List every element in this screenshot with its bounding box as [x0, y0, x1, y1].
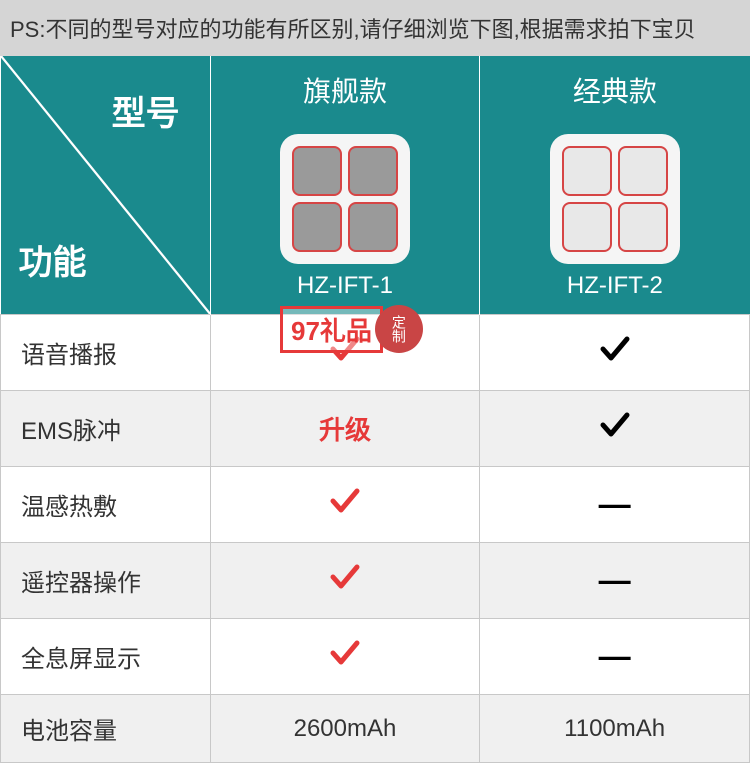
check-icon — [597, 331, 633, 367]
feature-row: 电池容量 2600mAh 1100mAh — [1, 695, 750, 763]
product-classic: HZ-IFT-2 — [480, 124, 750, 315]
feature-value-2: — — [480, 543, 750, 619]
device-image-1 — [280, 134, 410, 264]
feature-label: 语音播报 — [1, 315, 211, 391]
feature-label: 遥控器操作 — [1, 543, 211, 619]
feature-value-1 — [210, 543, 480, 619]
feature-label: 全息屏显示 — [1, 619, 211, 695]
feature-value-1: 2600mAh — [210, 695, 480, 763]
feature-row: 全息屏显示 — — [1, 619, 750, 695]
diagonal-header: 型号 功能 — [1, 56, 211, 315]
feature-value-1: 升级 — [210, 391, 480, 467]
check-icon — [327, 483, 363, 519]
feature-label: 电池容量 — [1, 695, 211, 763]
feature-row: 遥控器操作 — — [1, 543, 750, 619]
ps-note: PS:不同的型号对应的功能有所区别,请仔细浏览下图,根据需求拍下宝贝 — [0, 0, 750, 56]
value-text: 2600mAh — [294, 715, 397, 742]
feature-label: 温感热敷 — [1, 467, 211, 543]
header-model-label: 型号 — [112, 86, 180, 135]
feature-value-1 — [210, 315, 480, 391]
check-icon — [327, 331, 363, 367]
feature-label: EMS脉冲 — [1, 391, 211, 467]
col-classic: 经典款 — [480, 56, 750, 124]
feature-value-2 — [480, 315, 750, 391]
header-feature-label: 功能 — [19, 235, 87, 284]
dash-icon: — — [599, 486, 631, 522]
feature-row: EMS脉冲 升级 — [1, 391, 750, 467]
feature-value-2: — — [480, 619, 750, 695]
check-icon — [327, 559, 363, 595]
feature-row: 语音播报 — [1, 315, 750, 391]
device-image-2 — [550, 134, 680, 264]
value-text: 1100mAh — [564, 715, 665, 742]
comparison-table: 型号 功能 旗舰款 经典款 HZ-IFT-1 HZ-IFT-2 语音播报EMS脉… — [0, 56, 750, 763]
feature-value-1 — [210, 467, 480, 543]
col-flagship: 旗舰款 — [210, 56, 480, 124]
feature-value-2: 1100mAh — [480, 695, 750, 763]
upgrade-text: 升级 — [319, 415, 371, 445]
check-icon — [327, 635, 363, 671]
check-icon — [597, 407, 633, 443]
model-name-1: HZ-IFT-1 — [211, 272, 480, 300]
dash-icon: — — [599, 562, 631, 598]
model-header-row: 型号 功能 旗舰款 经典款 — [1, 56, 750, 124]
feature-value-2: — — [480, 467, 750, 543]
feature-row: 温感热敷 — — [1, 467, 750, 543]
model-name-2: HZ-IFT-2 — [480, 272, 749, 300]
feature-value-1 — [210, 619, 480, 695]
feature-value-2 — [480, 391, 750, 467]
dash-icon: — — [599, 638, 631, 674]
product-flagship: HZ-IFT-1 — [210, 124, 480, 315]
